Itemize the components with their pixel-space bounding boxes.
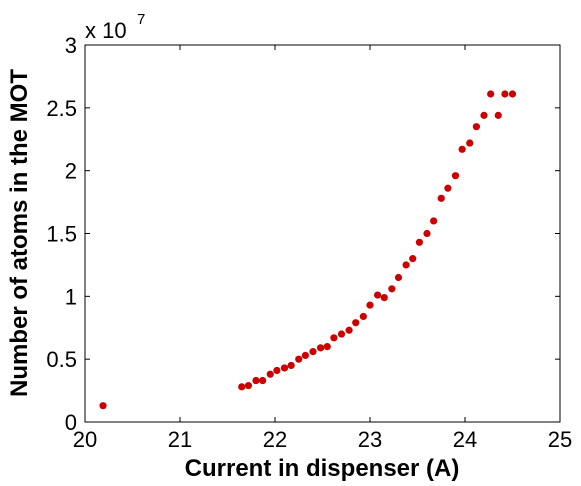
y-tick-label: 1.5 xyxy=(46,222,77,247)
y-tick-label: 0 xyxy=(65,410,77,435)
x-tick-label: 23 xyxy=(358,427,382,452)
x-tick-label: 25 xyxy=(548,427,572,452)
data-point xyxy=(415,238,423,246)
data-point xyxy=(458,145,466,153)
y-tick-label: 1 xyxy=(65,284,77,309)
data-point xyxy=(394,273,403,282)
plot-area xyxy=(84,44,561,423)
data-point xyxy=(252,376,260,385)
x-axis-title: Current in dispenser (A) xyxy=(185,455,460,482)
data-point xyxy=(487,90,495,98)
data-point xyxy=(345,326,353,334)
x-tick-label: 21 xyxy=(168,427,192,452)
data-point xyxy=(501,90,509,98)
data-point xyxy=(280,364,289,372)
y-scale-factor-exponent: 7 xyxy=(137,11,145,28)
data-point xyxy=(380,293,388,302)
data-points xyxy=(99,90,517,410)
data-point xyxy=(323,343,331,351)
y-tick-label: 2 xyxy=(65,159,77,184)
data-point xyxy=(472,123,480,131)
data-point xyxy=(309,348,317,356)
data-point xyxy=(352,319,360,327)
x-tick-label: 24 xyxy=(453,427,477,452)
data-point xyxy=(266,370,274,378)
data-point xyxy=(402,261,410,269)
data-point xyxy=(374,291,382,299)
data-point xyxy=(430,217,438,225)
data-point xyxy=(295,355,303,363)
data-point xyxy=(388,285,396,293)
x-tick-label: 20 xyxy=(73,427,97,452)
x-tick-label: 22 xyxy=(263,427,287,452)
data-point xyxy=(238,383,246,391)
data-point xyxy=(494,111,502,119)
y-tick-label: 0.5 xyxy=(46,347,77,372)
data-point xyxy=(301,351,309,359)
data-point xyxy=(99,402,107,410)
data-point xyxy=(287,361,295,370)
data-point xyxy=(508,90,517,98)
data-point xyxy=(259,376,267,385)
data-point xyxy=(451,172,460,180)
data-point xyxy=(317,344,325,352)
data-point xyxy=(359,312,367,321)
data-point xyxy=(244,381,252,390)
data-point xyxy=(337,330,346,338)
y-tick-label: 3 xyxy=(65,33,77,58)
data-point xyxy=(437,194,445,202)
data-point xyxy=(409,255,417,263)
data-point xyxy=(366,301,374,309)
data-point xyxy=(423,229,431,238)
data-point xyxy=(273,366,281,375)
data-point xyxy=(466,139,474,147)
y-tick-label: 2.5 xyxy=(46,96,77,121)
data-point xyxy=(480,111,488,119)
y-scale-factor: x 10 xyxy=(85,18,127,43)
data-point xyxy=(330,334,338,342)
y-axis-title: Number of atoms in the MOT xyxy=(6,69,33,397)
data-point xyxy=(444,184,452,192)
axis-ticks: 20 21 22 23 24 25 0 0.5 1 1.5 2 2.5 3 xyxy=(46,33,572,452)
